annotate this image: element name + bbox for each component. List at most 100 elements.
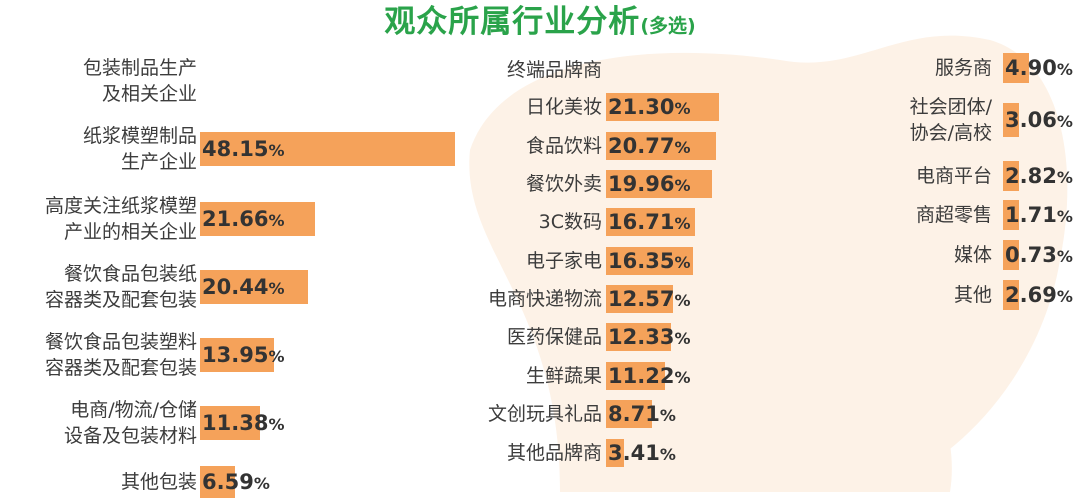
category-label: 日化美妆 [525, 96, 602, 118]
value-number: 12.33 [608, 325, 675, 349]
category-label: 包装制品生产 及相关企业 [82, 57, 197, 105]
category-label: 餐饮外卖 [525, 173, 602, 195]
bar [200, 132, 456, 166]
value-label: 20.44% [202, 273, 284, 303]
industry-chart-packaging: 包装制品生产 及相关企业 纸浆模塑制品 生产企业 48.15% 高度关注纸浆模塑 产业… [0, 55, 1080, 498]
category-label: 高度关注纸浆模塑 产业的相关企业 [44, 195, 197, 243]
value-number: 12.57 [608, 287, 675, 311]
category-label: 电商平台 [915, 165, 992, 187]
bar [1003, 53, 1029, 83]
category-label: 餐饮食品包装塑料 容器类及配套包装 [44, 331, 197, 379]
bar [606, 93, 719, 121]
bar-row: 食品饮料 20.77% [420, 131, 1080, 161]
value-number: 0.73 [1005, 243, 1057, 267]
value-label: 13.95% [202, 341, 284, 371]
value-label: 2.82% [1005, 162, 1073, 192]
value-label: 6.59% [202, 468, 270, 498]
bar-row: 餐饮食品包装纸 容器类及配套包装 20.44% [0, 261, 1080, 313]
watermark-shape [700, 339, 952, 492]
category-label: 其他包装 [120, 471, 197, 493]
category-label: 餐饮食品包装纸 容器类及配套包装 [44, 263, 197, 311]
category-label: 生鲜蔬果 [525, 365, 602, 387]
bar-row: 日化美妆 21.30% [420, 92, 1080, 122]
category-label: 终端品牌商 [506, 59, 602, 81]
value-number: 1.71 [1005, 203, 1057, 227]
bar-row: 终端品牌商 [420, 55, 1080, 85]
bar [200, 406, 261, 440]
value-number: 20.77 [608, 134, 675, 158]
category-label: 食品饮料 [525, 135, 602, 157]
value-label: 48.15% [202, 135, 284, 165]
value-label: 3.06% [1005, 106, 1073, 136]
bar-row: 电商平台 2.82% [860, 160, 1080, 192]
bar [200, 338, 274, 372]
category-label: 纸浆模塑制品 生产企业 [82, 125, 197, 173]
category-label: 其他品牌商 [506, 442, 602, 464]
value-number: 3.06 [1005, 108, 1057, 132]
bar [606, 439, 625, 467]
value-label: 3.41% [608, 439, 676, 469]
bar-row: 纸浆模塑制品 生产企业 48.15% [0, 123, 1080, 175]
value-label: 16.35% [608, 247, 690, 277]
value-number: 3.41 [608, 441, 660, 465]
value-number: 19.96 [608, 172, 675, 196]
value-unit: % [1056, 247, 1073, 266]
value-number: 2.82 [1005, 164, 1057, 188]
bar-row: 电商快递物流 12.57% [420, 284, 1080, 314]
value-number: 8.71 [608, 402, 660, 426]
value-unit: % [253, 474, 270, 493]
bar [606, 208, 695, 236]
value-label: 0.73% [1005, 241, 1073, 271]
value-unit: % [268, 211, 285, 230]
value-unit: % [268, 347, 285, 366]
bar-row: 生鲜蔬果 11.22% [420, 361, 1080, 391]
industry-chart-brands: 终端品牌商日化美妆 21.30% 食品饮料 20.77% 餐饮外卖 19.96% 3C数码 1… [420, 55, 1080, 495]
bar [606, 285, 673, 313]
value-unit: % [674, 291, 691, 310]
value-unit: % [674, 253, 691, 272]
bar [606, 132, 717, 160]
value-unit: % [674, 329, 691, 348]
category-label: 其他 [953, 284, 992, 306]
bar-row: 3C数码 16.71% [420, 207, 1080, 237]
value-number: 20.44 [202, 275, 269, 299]
bar-row: 高度关注纸浆模塑 产业的相关企业 21.66% [0, 193, 1080, 245]
value-number: 11.22 [608, 364, 675, 388]
bar-row: 医药保健品 12.33% [420, 322, 1080, 352]
value-number: 21.66 [202, 207, 269, 231]
value-number: 2.69 [1005, 283, 1057, 307]
value-label: 20.77% [608, 132, 690, 162]
value-label: 8.71% [608, 400, 676, 430]
industry-chart-others: 服务商 4.90% 社会团体/ 协会/高校 3.06% 电商平台 2.82% 商超零售 1.7… [860, 52, 1080, 492]
bar-row: 其他品牌商 3.41% [420, 438, 1080, 468]
value-unit: % [1056, 168, 1073, 187]
bar-row: 服务商 4.90% [860, 52, 1080, 84]
value-unit: % [268, 141, 285, 160]
bar [200, 270, 309, 304]
value-label: 1.71% [1005, 201, 1073, 231]
value-label: 16.71% [608, 208, 690, 238]
chart-title-main: 观众所属行业分析 [384, 4, 641, 40]
bar-row: 电子家电 16.35% [420, 246, 1080, 276]
value-number: 6.59 [202, 470, 254, 494]
category-label: 社会团体/ 协会/高校 [909, 96, 992, 144]
bar-row: 商超零售 1.71% [860, 199, 1080, 231]
category-label: 文创玩具礼品 [487, 403, 602, 425]
bar [606, 247, 693, 275]
value-label: 21.66% [202, 205, 284, 235]
bar-row: 媒体 0.73% [860, 239, 1080, 271]
category-label: 电商/物流/仓储 设备及包装材料 [63, 399, 197, 447]
value-unit: % [674, 176, 691, 195]
value-label: 12.33% [608, 323, 690, 353]
value-label: 11.38% [202, 409, 284, 439]
bar-row: 文创玩具礼品 8.71% [420, 399, 1080, 429]
value-label: 4.90% [1005, 54, 1073, 84]
bar-row: 电商/物流/仓储 设备及包装材料 11.38% [0, 397, 1080, 449]
bar-row: 餐饮外卖 19.96% [420, 169, 1080, 199]
bar [1003, 200, 1019, 230]
category-label: 3C数码 [538, 211, 602, 233]
value-label: 19.96% [608, 170, 690, 200]
value-number: 21.30 [608, 95, 675, 119]
bar [200, 202, 315, 236]
chart-title-sub: (多选) [640, 15, 696, 37]
